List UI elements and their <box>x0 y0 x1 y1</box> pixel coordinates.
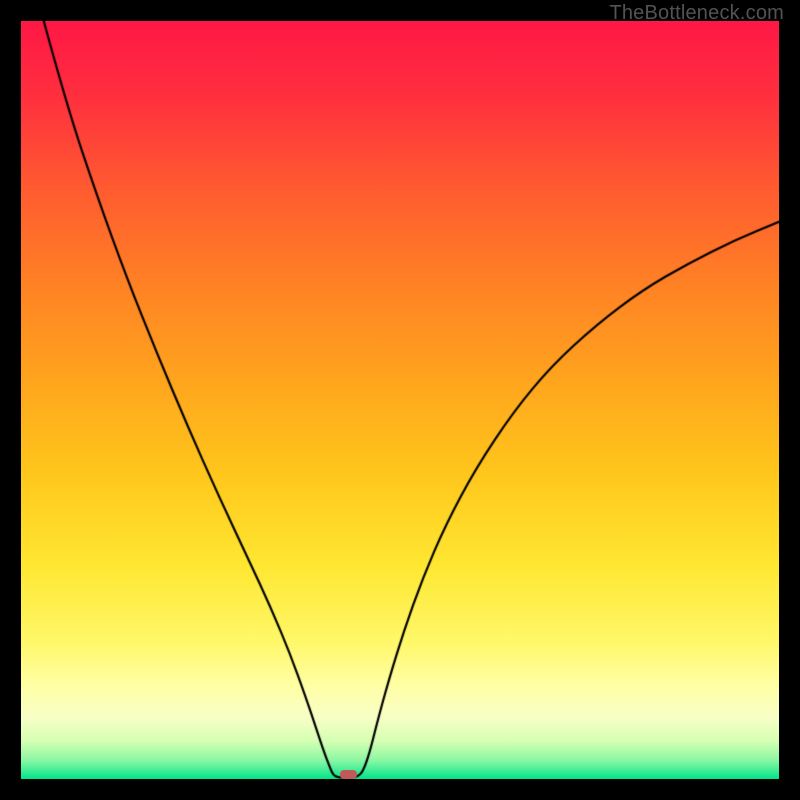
chart-figure: TheBottleneck.com <box>0 0 800 800</box>
watermark-text: TheBottleneck.com <box>609 2 784 25</box>
optimum-marker <box>340 770 357 779</box>
plot-area <box>21 21 779 779</box>
bottleneck-curve <box>21 21 779 779</box>
